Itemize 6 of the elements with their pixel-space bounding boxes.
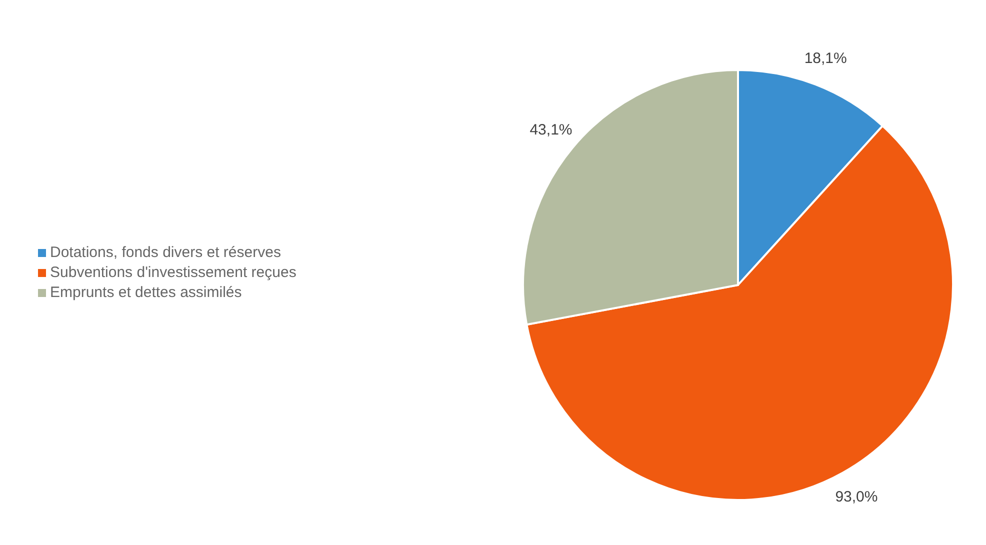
- legend-label: Emprunts et dettes assimilés: [50, 284, 242, 300]
- data-label: 43,1%: [530, 121, 572, 138]
- data-label: 18,1%: [804, 50, 847, 67]
- legend-label: Dotations, fonds divers et réserves: [50, 244, 281, 260]
- legend-label: Subventions d'investissement reçues: [50, 264, 296, 280]
- data-label: 93,0%: [835, 488, 878, 506]
